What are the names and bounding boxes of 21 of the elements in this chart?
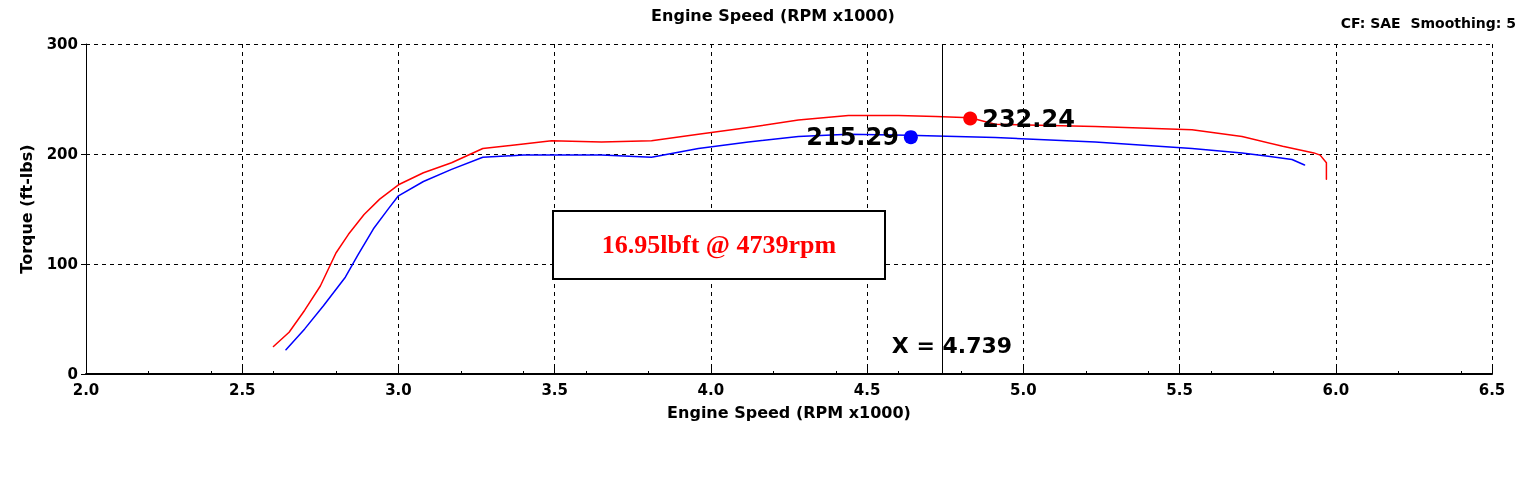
ref-line-label: X = 4.739 — [891, 332, 1013, 358]
chart-title: Engine Speed (RPM x1000) — [651, 5, 895, 25]
x-tick-label: 6.5 — [1478, 380, 1506, 399]
x-tick-label: 4.0 — [697, 380, 725, 399]
y-tick-label: 300 — [46, 35, 78, 53]
y-tick-label: 100 — [46, 255, 78, 273]
x-tick-label: 5.0 — [1010, 380, 1037, 399]
x-tick-label: 3.0 — [385, 380, 412, 399]
x-tick-label: 5.5 — [1166, 380, 1193, 399]
x-tick-label: 6.0 — [1322, 380, 1350, 399]
x-tick-label: 3.5 — [541, 380, 568, 399]
y-axis-title: Torque (ft-lbs) — [16, 144, 36, 274]
x-tick-label: 2.0 — [72, 380, 100, 399]
x-tick-label: 4.5 — [853, 380, 881, 399]
annotation: 16.95lbft @ 4739rpm — [601, 230, 837, 260]
y-tick-label: 0 — [67, 365, 78, 383]
note-box: 16.95lbft @ 4739rpm — [552, 210, 886, 280]
text: CF: SAE Smoothing: 5 — [1340, 15, 1516, 31]
y-tick-label: 200 — [46, 145, 78, 163]
x-axis-title: Engine Speed (RPM x1000) — [667, 402, 911, 422]
x-tick-label: 2.5 — [228, 380, 256, 399]
